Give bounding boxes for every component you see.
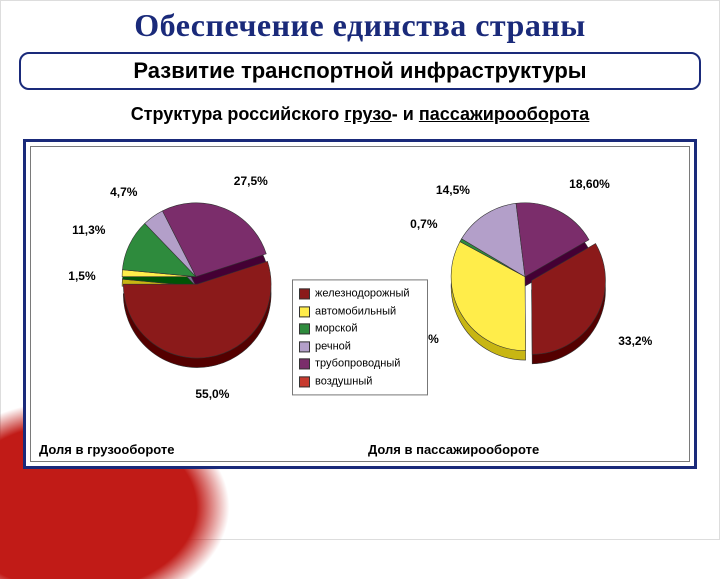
chart-caption: Структура российского грузо- и пассажиро… [1,104,719,125]
legend-row: автомобильный [299,303,421,320]
pie-slice-label: 11,3% [72,223,105,237]
legend-swatch [299,289,310,300]
pie-slice-label: 0,7% [410,217,437,231]
pie-slice-label: 18,60% [569,177,610,191]
pie-slice-label: 14,5% [436,183,470,197]
legend-row: железнодорожный [299,286,421,303]
caption-prefix: Структура российского [131,104,345,124]
legend-swatch [299,324,310,335]
legend-label: трубопроводный [315,356,400,373]
legend-label: речной [315,338,351,355]
page-title: Обеспечение единства страны [1,1,719,44]
legend-swatch [299,359,310,370]
legend: железнодорожныйавтомобильныйморскойречно… [292,280,428,396]
subtitle-box: Развитие транспортной инфраструктуры [19,52,701,90]
legend-swatch [299,376,310,387]
legend-row: трубопроводный [299,356,421,373]
pie-left-title: Доля в грузообороте [39,442,174,457]
legend-label: железнодорожный [315,286,410,303]
legend-swatch [299,306,310,317]
pie-slice-label: 27,5% [234,174,268,188]
pie-slice-label: 55,0% [195,387,229,401]
legend-row: морской [299,321,421,338]
subtitle-text: Развитие транспортной инфраструктуры [133,58,586,83]
pie-right-title: Доля в пассажирообороте [368,442,539,457]
caption-u1: грузо [344,104,392,124]
legend-row: воздушный [299,373,421,390]
chart-frame: 55,0%1,5%11,3%4,7%27,5% Доля в грузообор… [23,139,697,469]
legend-label: автомобильный [315,303,396,320]
pie-left: 55,0%1,5%11,3%4,7%27,5% [106,199,286,379]
pie-right: 33,2%33,0%0,7%14,5%18,60% [435,199,615,379]
legend-label: воздушный [315,373,372,390]
caption-middle: - и [392,104,419,124]
chart-inner: 55,0%1,5%11,3%4,7%27,5% Доля в грузообор… [30,146,690,462]
legend-row: речной [299,338,421,355]
pie-slice-label: 1,5% [68,269,95,283]
legend-swatch [299,341,310,352]
legend-label: морской [315,321,358,338]
pie-slice-label: 4,7% [110,185,137,199]
pie-slice-label: 33,2% [618,334,652,348]
caption-u2: пассажирооборота [419,104,589,124]
